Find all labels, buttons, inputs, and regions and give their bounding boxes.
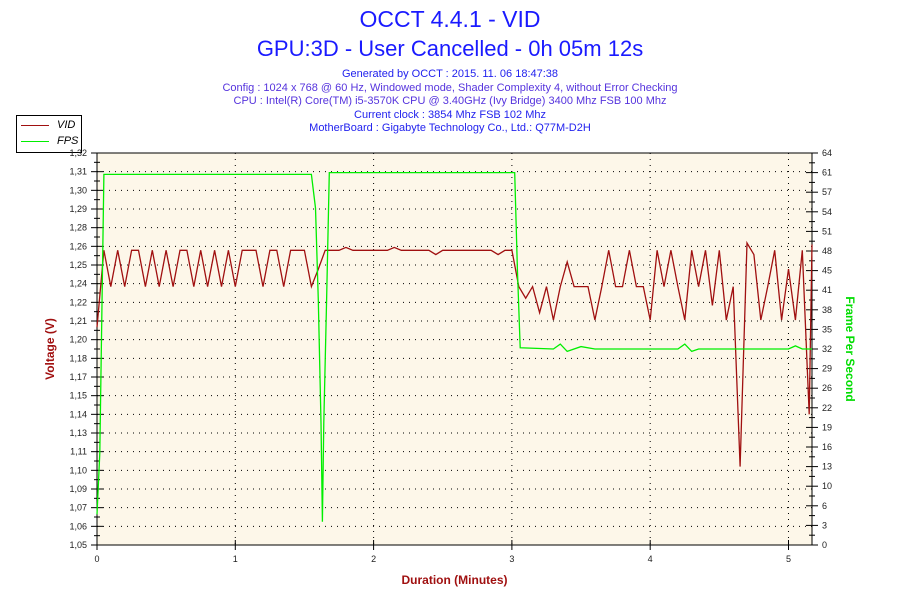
y2-tick-label: 13: [822, 462, 832, 472]
info-motherboard: MotherBoard : Gigabyte Technology Co., L…: [309, 122, 591, 134]
y2-tick-label: 3: [822, 520, 827, 530]
y2-tick-label: 45: [822, 266, 832, 276]
x-tick-label: 3: [509, 554, 514, 564]
y-tick-label: 1,10: [69, 465, 87, 475]
y-tick-label: 1,28: [69, 223, 87, 233]
y2-tick-label: 64: [822, 148, 832, 158]
info-generated: Generated by OCCT : 2015. 11. 06 18:47:3…: [341, 68, 559, 80]
x-axis-label: Duration (Minutes): [402, 573, 508, 587]
y-tick-label: 1,21: [69, 316, 87, 326]
y2-tick-label: 57: [822, 187, 832, 197]
y-tick-label: 1,06: [69, 521, 87, 531]
y2-tick-label: 19: [822, 422, 832, 432]
legend-fps: FPS: [21, 135, 78, 147]
x-tick-label: 0: [94, 554, 99, 564]
chart-title: OCCT 4.4.1 - VID: [359, 6, 541, 32]
y2-axis-label: Frame Per Second: [843, 296, 857, 401]
y-tick-label: 1,17: [69, 372, 87, 382]
y-axis-label: Voltage (V): [43, 318, 57, 380]
y2-tick-label: 29: [822, 364, 832, 374]
y-tick-label: 1,32: [69, 148, 87, 158]
series-fps-line: [96, 171, 812, 522]
y-tick-label: 1,14: [69, 409, 87, 419]
y2-tick-label: 0: [822, 540, 827, 550]
x-tick-label: 2: [371, 554, 376, 564]
y2-tick-label: 41: [822, 285, 832, 295]
y-tick-label: 1,11: [70, 447, 87, 457]
y-tick-label: 1,09: [69, 484, 87, 494]
y2-tick-label: 26: [822, 383, 832, 393]
x-tick-label: 4: [648, 554, 653, 564]
y-tick-label: 1,07: [69, 503, 87, 513]
y-tick-label: 1,25: [69, 260, 87, 270]
y-tick-label: 1,18: [69, 353, 87, 363]
x-tick-label: 5: [786, 554, 791, 564]
plot-area: [97, 153, 812, 545]
chart-subtitle: GPU:3D - User Cancelled - 0h 05m 12s: [256, 36, 644, 61]
y2-tick-label: 10: [822, 481, 832, 491]
y2-tick-label: 32: [822, 344, 832, 354]
x-tick-label: 1: [233, 554, 238, 564]
y-tick-label: 1,15: [69, 391, 87, 401]
info-clock: Current clock : 3854 Mhz FSB 102 Mhz: [354, 108, 546, 121]
y-tick-label: 1,30: [69, 185, 87, 195]
y-tick-label: 1,20: [69, 335, 87, 345]
y2-tick-label: 22: [822, 403, 832, 413]
y-tick-label: 1,13: [69, 428, 87, 438]
y2-tick-label: 48: [822, 246, 832, 256]
y-tick-label: 1,31: [69, 167, 87, 177]
y-tick-label: 1,29: [69, 204, 87, 214]
legend-vid-swatch: [21, 124, 49, 126]
legend-vid: VID: [21, 119, 75, 131]
series-vid-line: [96, 240, 813, 467]
y2-tick-label: 61: [822, 168, 832, 178]
legend: VID FPS: [16, 115, 82, 153]
y-tick-label: 1,05: [69, 540, 87, 550]
y-tick-label: 1,26: [69, 241, 87, 251]
y-tick-label: 1,22: [69, 297, 87, 307]
info-cpu: CPU : Intel(R) Core(TM) i5-3570K CPU @ 3…: [233, 95, 667, 107]
info-config: Config : 1024 x 768 @ 60 Hz, Windowed mo…: [222, 81, 678, 94]
system-info: Generated by OCCT : 2015. 11. 06 18:47:3…: [0, 68, 900, 136]
y2-tick-label: 38: [822, 305, 832, 315]
y2-tick-label: 54: [822, 207, 832, 217]
y2-tick-label: 16: [822, 442, 832, 452]
y-tick-label: 1,24: [69, 279, 87, 289]
legend-fps-swatch: [21, 140, 49, 142]
y2-tick-label: 6: [822, 501, 827, 511]
y2-tick-label: 51: [822, 226, 832, 236]
y2-tick-label: 35: [822, 324, 832, 334]
